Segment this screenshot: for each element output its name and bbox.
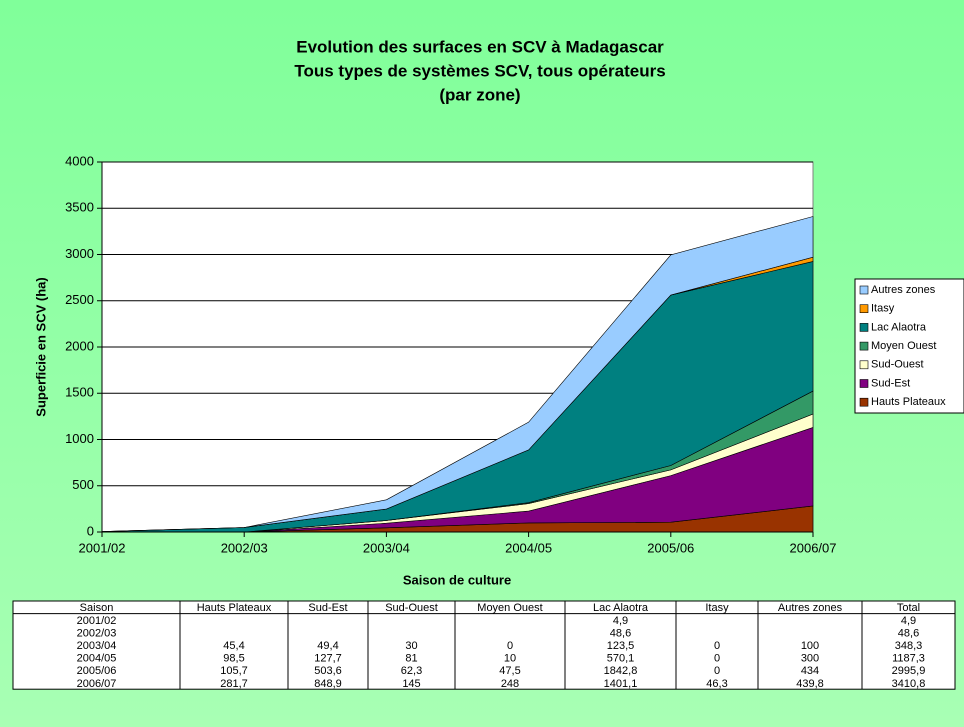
legend-label: Sud-Ouest (871, 359, 924, 371)
table-cell: 3410,8 (892, 678, 926, 690)
legend-label: Autres zones (871, 284, 936, 296)
table-cell: Sud-Ouest (385, 602, 438, 614)
table-cell: Sud-Est (308, 602, 347, 614)
y-tick-label: 4000 (65, 153, 94, 168)
x-tick-label: 2005/06 (647, 540, 694, 555)
table-cell: 434 (801, 665, 819, 677)
legend-swatch (859, 304, 869, 314)
table-cell: 47,5 (499, 665, 520, 677)
table-cell: 848,9 (314, 678, 342, 690)
y-tick-label: 1000 (65, 431, 94, 446)
table-cell: 300 (801, 653, 819, 665)
table-cell: 248 (501, 678, 519, 690)
table-cell: 45,4 (223, 640, 244, 652)
x-tick-label: 2002/03 (221, 540, 268, 555)
table-cell: 2001/02 (77, 615, 117, 627)
table-cell: 1842,8 (604, 665, 638, 677)
table-cell: 0 (714, 653, 720, 665)
table-cell: 348,3 (895, 640, 923, 652)
y-axis-title: Superficie en SCV (ha) (33, 277, 48, 416)
table-cell: Total (897, 602, 920, 614)
table-cell: 2004/05 (77, 653, 117, 665)
y-tick-label: 500 (72, 477, 94, 492)
y-tick-label: 1500 (65, 385, 94, 400)
table-cell: 2002/03 (77, 627, 117, 639)
table-cell: Moyen Ouest (477, 602, 542, 614)
y-tick-label: 2000 (65, 338, 94, 353)
table-cell: 1401,1 (604, 678, 638, 690)
table-cell: 1187,3 (892, 653, 925, 665)
legend-swatch (859, 397, 869, 407)
table-cell: 48,6 (898, 627, 919, 639)
table-cell: 30 (405, 640, 417, 652)
table-cell: Lac Alaotra (593, 602, 649, 614)
table-cell: 0 (714, 640, 720, 652)
table-cell: Saison (80, 602, 114, 614)
chart-title: Evolution des surfaces en SCV à Madagasc… (296, 37, 664, 56)
legend-swatch (859, 285, 869, 295)
legend-label: Lac Alaotra (871, 321, 927, 333)
legend-label: Moyen Ouest (871, 340, 936, 352)
table-cell: 123,5 (607, 640, 635, 652)
table-cell: Hauts Plateaux (197, 602, 272, 614)
table-cell: 0 (507, 640, 513, 652)
area (101, 216, 814, 532)
legend-swatch (859, 379, 869, 388)
chart-title: (par zone) (439, 85, 520, 104)
legend-swatch (859, 341, 869, 351)
y-tick-label: 0 (87, 523, 94, 538)
x-tick-label: 2004/05 (505, 540, 552, 555)
table-cell: 2995,9 (892, 665, 926, 677)
table-cell: 503,6 (314, 665, 342, 677)
table-cell: 4,9 (613, 615, 628, 627)
legend-label: Itasy (871, 303, 895, 315)
table-cell: 570,1 (607, 653, 635, 665)
table-cell: 2006/07 (77, 678, 117, 690)
table-cell: 46,3 (706, 678, 727, 690)
table (12, 600, 956, 690)
chart-title: Tous types de systèmes SCV, tous opérate… (294, 61, 665, 80)
table-cell: 98,5 (223, 653, 244, 665)
table-cell: Autres zones (778, 602, 843, 614)
table-cell: 2005/06 (77, 665, 117, 677)
table-cell: 62,3 (401, 665, 422, 677)
x-tick-label: 2006/07 (790, 540, 837, 555)
legend-swatch (859, 360, 869, 370)
legend-label: Hauts Plateaux (871, 396, 946, 408)
table-cell: Itasy (705, 602, 729, 614)
table-cell: 105,7 (220, 665, 248, 677)
table-cell: 100 (801, 640, 819, 652)
table-cell: 2003/04 (77, 640, 117, 652)
legend (854, 278, 964, 414)
table-cell: 4,9 (901, 615, 916, 627)
table-cell: 81 (405, 653, 417, 665)
x-tick-label: 2003/04 (363, 540, 410, 555)
x-axis-title: Saison de culture (403, 572, 511, 587)
y-tick-label: 3500 (65, 200, 94, 215)
table-cell: 10 (504, 653, 516, 665)
legend-swatch (859, 323, 869, 332)
table-cell: 145 (402, 678, 420, 690)
table-cell: 127,7 (314, 653, 342, 665)
table-cell: 49,4 (317, 640, 338, 652)
table-cell: 48,6 (610, 627, 631, 639)
y-tick-label: 2500 (65, 292, 94, 307)
table-cell: 439,8 (796, 678, 824, 690)
legend-label: Sud-Est (871, 377, 910, 389)
table-cell: 0 (714, 665, 720, 677)
table-cell: 281,7 (220, 678, 248, 690)
y-tick-label: 3000 (65, 246, 94, 261)
x-tick-label: 2001/02 (79, 540, 126, 555)
